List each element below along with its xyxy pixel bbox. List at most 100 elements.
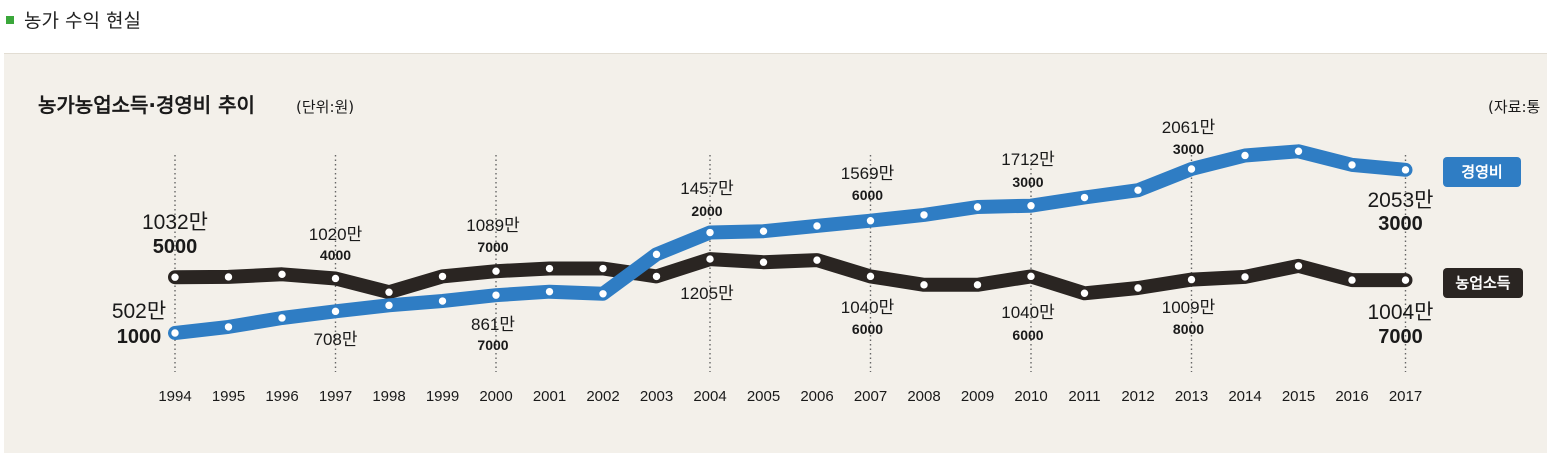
- value-label-income-2007: 1040만: [841, 298, 895, 317]
- x-tick-2004: 2004: [693, 388, 726, 405]
- x-tick-2012: 2012: [1121, 388, 1154, 405]
- point-cost-2004: [705, 227, 715, 238]
- point-cost-1998: [384, 300, 394, 311]
- x-tick-2007: 2007: [854, 388, 887, 405]
- point-income-2000: [491, 266, 501, 276]
- value-label-income-2010-sub: 6000: [1012, 327, 1043, 343]
- x-tick-2013: 2013: [1175, 388, 1208, 405]
- point-cost-2017: [1400, 165, 1411, 175]
- point-cost-2010: [1026, 201, 1036, 211]
- point-income-1997: [330, 273, 341, 284]
- point-income-2012: [1133, 283, 1143, 293]
- point-income-1995: [223, 272, 234, 282]
- value-label-cost-2017-sub: 3000: [1378, 213, 1423, 235]
- point-cost-2016: [1347, 160, 1357, 170]
- value-label-cost-2013-sub: 3000: [1173, 141, 1204, 157]
- x-tick-1997: 1997: [319, 388, 352, 405]
- point-cost-2011: [1079, 192, 1090, 203]
- x-tick-1996: 1996: [265, 388, 298, 405]
- x-tick-2003: 2003: [640, 388, 673, 405]
- value-label-income-1994: 1032만: [142, 211, 208, 234]
- point-cost-2012: [1133, 185, 1143, 195]
- section-heading: 농가 수익 현실: [6, 6, 141, 33]
- green-square-bullet-icon: [6, 15, 14, 24]
- point-income-1994: [170, 272, 180, 282]
- value-label-cost-2007: 1569만: [841, 164, 895, 183]
- value-label-cost-2010-sub: 3000: [1012, 174, 1043, 190]
- x-tick-2001: 2001: [533, 388, 566, 405]
- value-label-income-2004: 1205만: [680, 284, 734, 303]
- point-cost-1999: [437, 296, 448, 306]
- point-cost-2006: [812, 221, 822, 231]
- chart-title: 농가농업소득·경영비 추이: [38, 93, 255, 117]
- point-income-2009: [972, 280, 983, 290]
- value-label-cost-2000-sub: 7000: [477, 337, 508, 353]
- point-income-2003: [651, 271, 662, 282]
- value-label-income-2017-sub: 7000: [1378, 326, 1423, 348]
- point-income-2007: [865, 271, 876, 282]
- point-cost-1994: [170, 328, 180, 338]
- point-income-2001: [544, 263, 555, 274]
- point-income-2013: [1186, 274, 1197, 285]
- x-tick-1999: 1999: [426, 388, 459, 405]
- point-income-2004: [705, 254, 715, 264]
- point-income-2014: [1240, 272, 1250, 282]
- point-cost-2014: [1240, 150, 1250, 161]
- x-tick-2009: 2009: [961, 388, 994, 405]
- point-cost-2015: [1293, 146, 1304, 156]
- point-income-2011: [1079, 288, 1090, 298]
- legend-label-income: 농업소득: [1455, 274, 1510, 292]
- value-label-income-1997: 1020만: [309, 225, 363, 244]
- point-cost-2003: [651, 249, 662, 260]
- x-tick-2014: 2014: [1228, 388, 1261, 405]
- point-income-2016: [1347, 275, 1357, 285]
- point-income-2002: [598, 263, 608, 274]
- x-tick-1994: 1994: [158, 388, 191, 405]
- x-tick-2011: 2011: [1068, 388, 1100, 405]
- x-tick-2017: 2017: [1389, 388, 1422, 405]
- chart-unit-label: (단위:원): [296, 98, 354, 116]
- value-label-cost-2010: 1712만: [1001, 150, 1055, 169]
- point-cost-2002: [598, 289, 608, 299]
- value-label-income-1997-sub: 4000: [320, 247, 351, 263]
- value-label-cost-2000: 861만: [471, 315, 515, 334]
- value-label-income-1994-sub: 5000: [153, 236, 198, 258]
- value-label-income-2000: 1089만: [466, 216, 520, 235]
- value-label-cost-1994-sub: 1000: [117, 326, 162, 348]
- legend-badge-cost: [1443, 157, 1521, 187]
- point-cost-1995: [223, 322, 234, 332]
- x-tick-2000: 2000: [479, 388, 512, 405]
- x-tick-2016: 2016: [1335, 388, 1368, 405]
- value-label-income-2017: 1004만: [1367, 301, 1433, 324]
- x-tick-2010: 2010: [1014, 388, 1047, 405]
- x-tick-1998: 1998: [372, 388, 405, 405]
- value-label-income-2010: 1040만: [1001, 303, 1055, 322]
- point-income-2017: [1400, 275, 1411, 285]
- series-line-income: [168, 252, 1413, 301]
- value-label-cost-2017: 2053만: [1367, 189, 1433, 212]
- point-income-2010: [1026, 271, 1036, 282]
- x-tick-2005: 2005: [747, 388, 780, 405]
- value-label-income-2013-sub: 8000: [1173, 321, 1204, 337]
- value-label-cost-2004-sub: 2000: [691, 203, 722, 219]
- point-cost-1996: [277, 313, 287, 323]
- legend-label-cost: 경영비: [1461, 163, 1502, 181]
- value-label-income-2007-sub: 6000: [852, 321, 883, 337]
- point-income-1999: [437, 271, 448, 282]
- point-income-1996: [277, 269, 287, 280]
- point-cost-2001: [544, 286, 555, 297]
- point-cost-2013: [1186, 164, 1197, 174]
- point-cost-2007: [865, 216, 876, 226]
- series-line-cost: [168, 144, 1413, 340]
- legend-badge-income: [1443, 268, 1523, 298]
- point-income-1998: [384, 287, 394, 297]
- x-tick-2015: 2015: [1282, 388, 1315, 405]
- section-heading-text: 농가 수익 현실: [24, 10, 141, 32]
- value-label-cost-1994: 502만: [112, 300, 166, 323]
- point-cost-2008: [919, 210, 929, 220]
- value-label-cost-2004: 1457만: [680, 179, 734, 198]
- point-cost-2000: [491, 290, 501, 300]
- point-cost-2005: [758, 226, 769, 236]
- point-income-2006: [812, 255, 822, 265]
